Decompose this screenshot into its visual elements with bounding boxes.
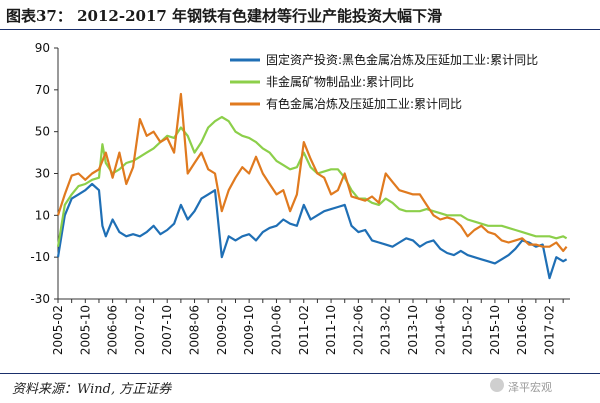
x-tick-label: 2015-02 — [461, 305, 475, 355]
legend-label: 有色金属冶炼及压延加工业:累计同比 — [266, 96, 462, 111]
x-tick-label: 2014-06 — [433, 305, 447, 355]
title-rule — [0, 29, 600, 30]
x-tick-label: 2008-06 — [188, 305, 202, 355]
x-tick-label: 2017-02 — [543, 305, 557, 355]
x-tick-label: 2006-06 — [106, 305, 120, 355]
y-tick-label: 30 — [35, 167, 50, 181]
y-tick-label: -10 — [30, 250, 50, 264]
x-tick-label: 2009-02 — [215, 305, 229, 355]
series-line-1 — [56, 182, 568, 280]
y-tick-label: -30 — [30, 292, 50, 306]
x-tick-label: 2015-10 — [488, 305, 502, 355]
x-tick-label: 2013-02 — [379, 305, 393, 355]
x-tick-label: 2012-06 — [351, 305, 365, 355]
series-layer — [56, 92, 568, 280]
series-line-3 — [56, 92, 568, 252]
watermark: 泽平宏观 — [508, 381, 552, 394]
bottom-rule — [0, 373, 600, 374]
x-tick-label: 2005-02 — [51, 305, 65, 355]
chart-title: 图表37： 2012-2017 年钢铁有色建材等行业产能投资大幅下滑 — [6, 7, 443, 25]
x-tick-label: 2011-02 — [297, 305, 311, 355]
y-tick-label: 10 — [35, 208, 50, 222]
legend: 固定资产投资:黑色金属冶炼及压延加工业:累计同比非金属矿物制品业:累计同比有色金… — [230, 52, 538, 111]
x-tick-label: 2007-02 — [133, 305, 147, 355]
x-tick-label: 2009-10 — [242, 305, 256, 355]
source-note: 资料来源：Wind, 方正证券 — [12, 382, 172, 397]
y-tick-label: 70 — [35, 83, 50, 97]
series-line-2 — [56, 115, 568, 247]
x-tick-label: 2013-10 — [406, 305, 420, 355]
legend-label: 固定资产投资:黑色金属冶炼及压延加工业:累计同比 — [266, 52, 538, 67]
y-tick-label: 50 — [35, 125, 50, 139]
title-bar: 图表37： 2012-2017 年钢铁有色建材等行业产能投资大幅下滑 — [0, 0, 600, 28]
x-tick-label: 2016-06 — [515, 305, 529, 355]
x-tick-label: 2005-10 — [78, 305, 92, 355]
x-tick-label: 2011-10 — [324, 305, 338, 355]
x-tick-label: 2007-10 — [160, 305, 174, 355]
y-tick-label: 90 — [35, 41, 50, 55]
legend-label: 非金属矿物制品业:累计同比 — [266, 74, 414, 89]
x-tick-label: 2010-06 — [269, 305, 283, 355]
watermark-logo-icon — [490, 378, 504, 392]
